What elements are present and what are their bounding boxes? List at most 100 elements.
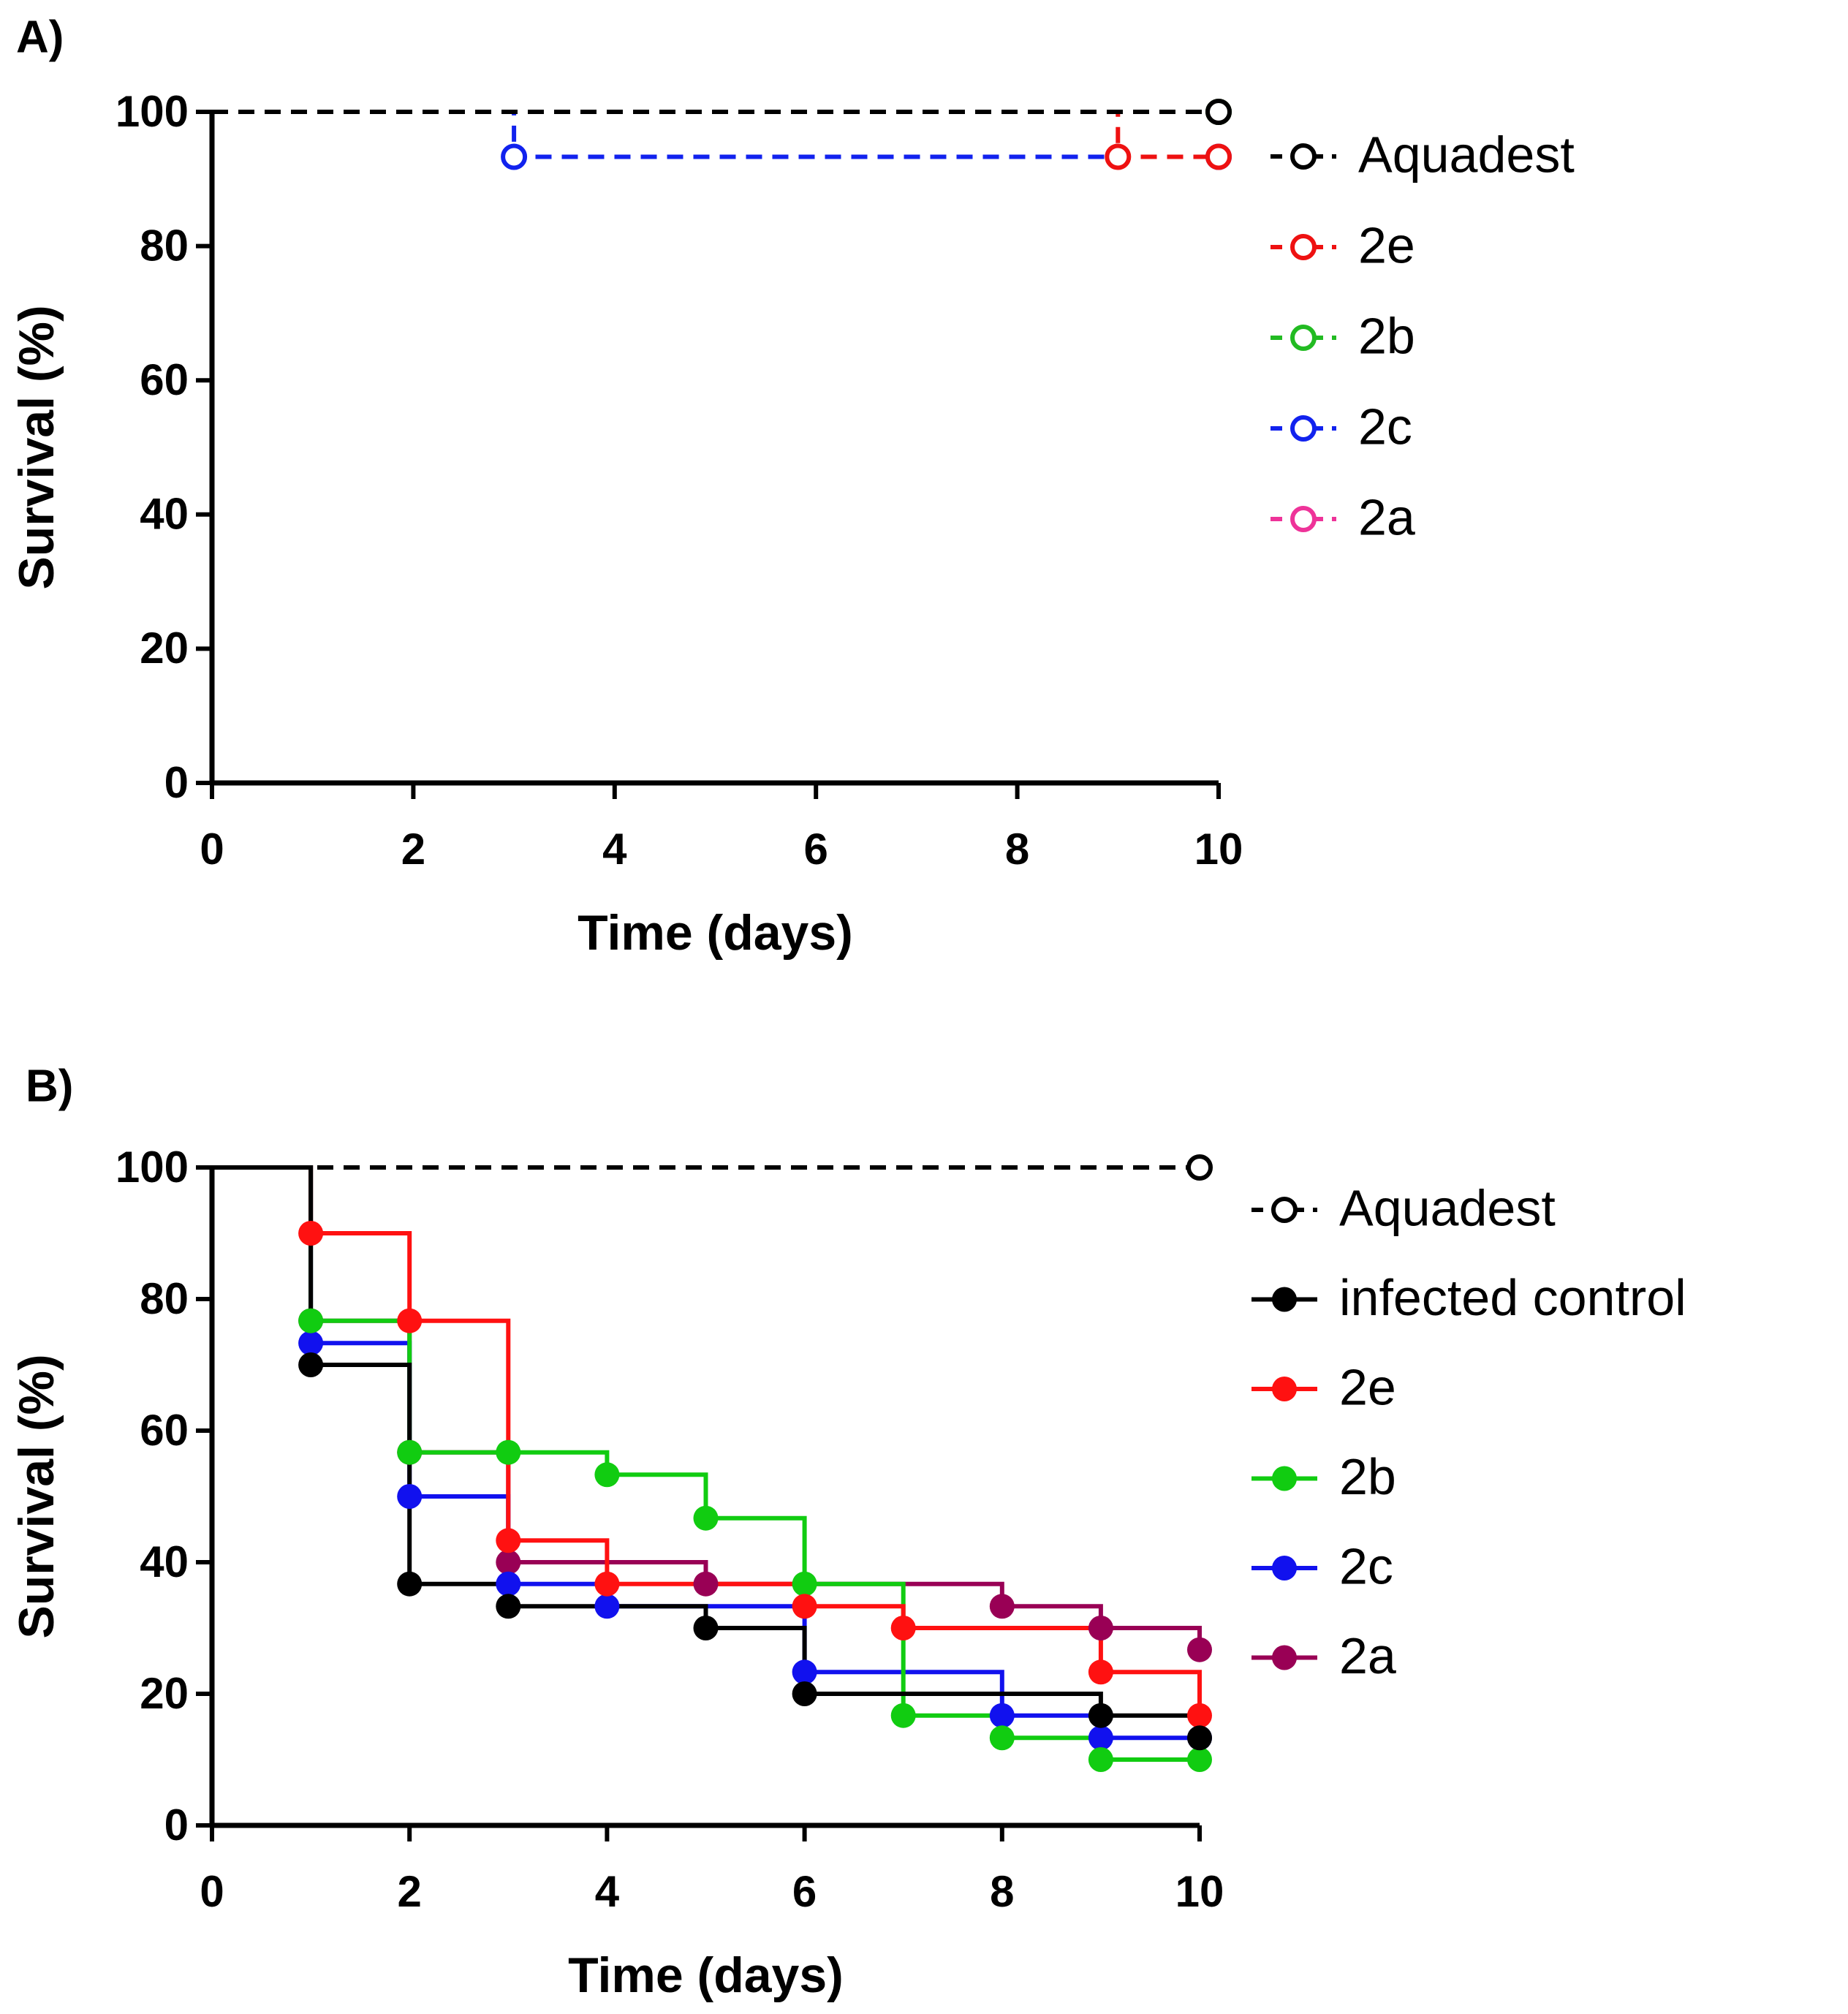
- marker: [989, 1725, 1015, 1751]
- x-tick-label: 2: [398, 1867, 422, 1916]
- marker: [298, 1330, 324, 1356]
- y-tick-label: 60: [140, 1406, 189, 1455]
- y-tick-label: 100: [116, 87, 189, 136]
- marker: [693, 1616, 719, 1640]
- marker: [594, 1594, 620, 1619]
- marker: [496, 1439, 521, 1465]
- y-tick-label: 60: [140, 355, 189, 404]
- y-tick-label: 40: [140, 490, 189, 539]
- survival-line: [212, 1165, 1200, 1741]
- marker: [792, 1571, 817, 1597]
- marker: [792, 1594, 817, 1619]
- x-tick-label: 2: [401, 825, 425, 874]
- x-tick-label: 10: [1175, 1867, 1224, 1916]
- y-tick-label: 0: [164, 758, 189, 807]
- marker: [1088, 1616, 1113, 1640]
- y-tick-label: 40: [140, 1537, 189, 1586]
- marker: [1187, 1747, 1212, 1772]
- legend-marker: [1290, 415, 1317, 442]
- y-axis-title: Survival (%): [9, 305, 64, 589]
- marker: [989, 1703, 1015, 1728]
- legend-label: 2c: [1358, 398, 1412, 455]
- marker: [989, 1594, 1015, 1619]
- marker: [693, 1505, 719, 1531]
- x-tick-label: 0: [200, 1867, 224, 1916]
- x-axis-title: Time (days): [578, 905, 853, 961]
- marker: [1088, 1703, 1113, 1728]
- marker: [397, 1308, 423, 1333]
- marker: [1088, 1725, 1113, 1751]
- marker: [1088, 1747, 1113, 1772]
- marker: [397, 1439, 423, 1465]
- legend-marker: [1272, 1466, 1297, 1491]
- legend-marker: [1272, 1556, 1297, 1580]
- marker: [594, 1571, 620, 1597]
- survival-line: [212, 110, 1219, 159]
- legend-label: 2e: [1358, 216, 1415, 273]
- marker: [1205, 99, 1232, 125]
- marker: [501, 143, 528, 170]
- marker: [594, 1462, 620, 1488]
- marker: [890, 1616, 916, 1640]
- x-tick-label: 4: [595, 1867, 620, 1916]
- panel-label: B): [26, 1061, 73, 1111]
- marker: [496, 1528, 521, 1553]
- panel-label: A): [16, 12, 64, 62]
- legend-label: 2b: [1358, 307, 1415, 364]
- marker: [298, 1221, 324, 1246]
- legend-marker: [1271, 1197, 1298, 1223]
- legend-label: 2c: [1339, 1537, 1393, 1594]
- marker: [1105, 143, 1132, 170]
- legend-label: Aquadest: [1339, 1179, 1556, 1236]
- marker: [792, 1681, 817, 1706]
- legend-marker: [1290, 143, 1317, 170]
- y-tick-label: 80: [140, 1274, 189, 1323]
- marker: [693, 1571, 719, 1597]
- marker: [1187, 1703, 1212, 1728]
- x-tick-label: 8: [1005, 825, 1029, 874]
- legend-marker: [1272, 1377, 1297, 1401]
- legend-marker: [1272, 1645, 1297, 1670]
- marker: [1205, 143, 1232, 170]
- marker: [496, 1571, 521, 1597]
- y-tick-label: 100: [116, 1143, 189, 1192]
- marker: [1187, 1637, 1212, 1662]
- legend-marker: [1290, 506, 1317, 532]
- survival-line: [212, 1165, 1202, 1738]
- legend-label: 2a: [1339, 1627, 1396, 1684]
- x-tick-label: 4: [602, 825, 627, 874]
- legend-label: 2a: [1358, 488, 1415, 545]
- marker: [298, 1352, 324, 1377]
- x-tick-label: 6: [804, 825, 828, 874]
- y-axis-title: Survival (%): [9, 1354, 64, 1638]
- marker: [496, 1594, 521, 1619]
- y-tick-label: 20: [140, 624, 189, 673]
- legend-marker: [1272, 1287, 1297, 1312]
- legend-label: 2b: [1339, 1448, 1396, 1505]
- marker: [1186, 1154, 1213, 1181]
- y-tick-label: 0: [164, 1801, 189, 1850]
- legend-marker: [1290, 234, 1317, 260]
- marker: [298, 1308, 324, 1333]
- marker: [1088, 1659, 1113, 1685]
- legend-marker: [1290, 325, 1317, 351]
- legend-label: infected control: [1339, 1269, 1686, 1326]
- legend-label: Aquadest: [1358, 126, 1575, 183]
- y-tick-label: 20: [140, 1669, 189, 1718]
- marker: [1187, 1725, 1212, 1751]
- survival-line: [212, 110, 1219, 159]
- marker: [397, 1571, 423, 1597]
- x-axis-title: Time (days): [568, 1947, 844, 2003]
- x-tick-label: 6: [792, 1867, 817, 1916]
- x-tick-label: 8: [990, 1867, 1014, 1916]
- survival-line: [212, 1165, 1200, 1762]
- x-tick-label: 0: [200, 825, 224, 874]
- y-tick-label: 80: [140, 221, 189, 270]
- marker: [397, 1484, 423, 1509]
- x-tick-label: 10: [1194, 825, 1243, 874]
- marker: [496, 1550, 521, 1575]
- marker: [792, 1659, 817, 1685]
- marker: [890, 1703, 916, 1728]
- legend-label: 2e: [1339, 1358, 1396, 1415]
